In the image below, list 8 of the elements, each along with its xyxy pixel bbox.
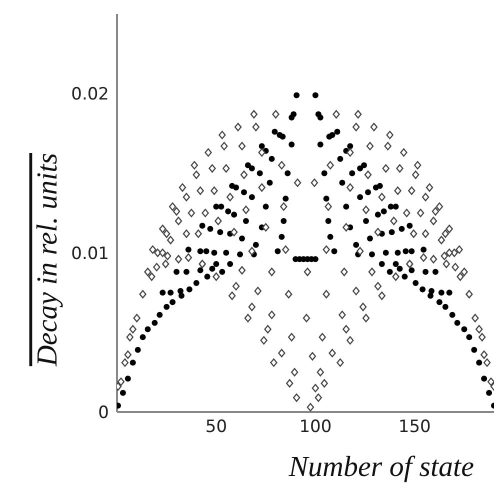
y-tick-label: 0.02 <box>71 84 109 105</box>
x-tick-label: 150 <box>398 417 431 438</box>
y-tick-label: 0.01 <box>71 244 109 264</box>
y-axis-title: Decay in rel. units <box>31 153 64 368</box>
x-axis-title: Number of state <box>288 451 474 483</box>
x-tick-label: 100 <box>299 417 332 438</box>
y-tick-label: 0 <box>98 403 109 424</box>
x-tick-label: 50 <box>205 417 228 438</box>
